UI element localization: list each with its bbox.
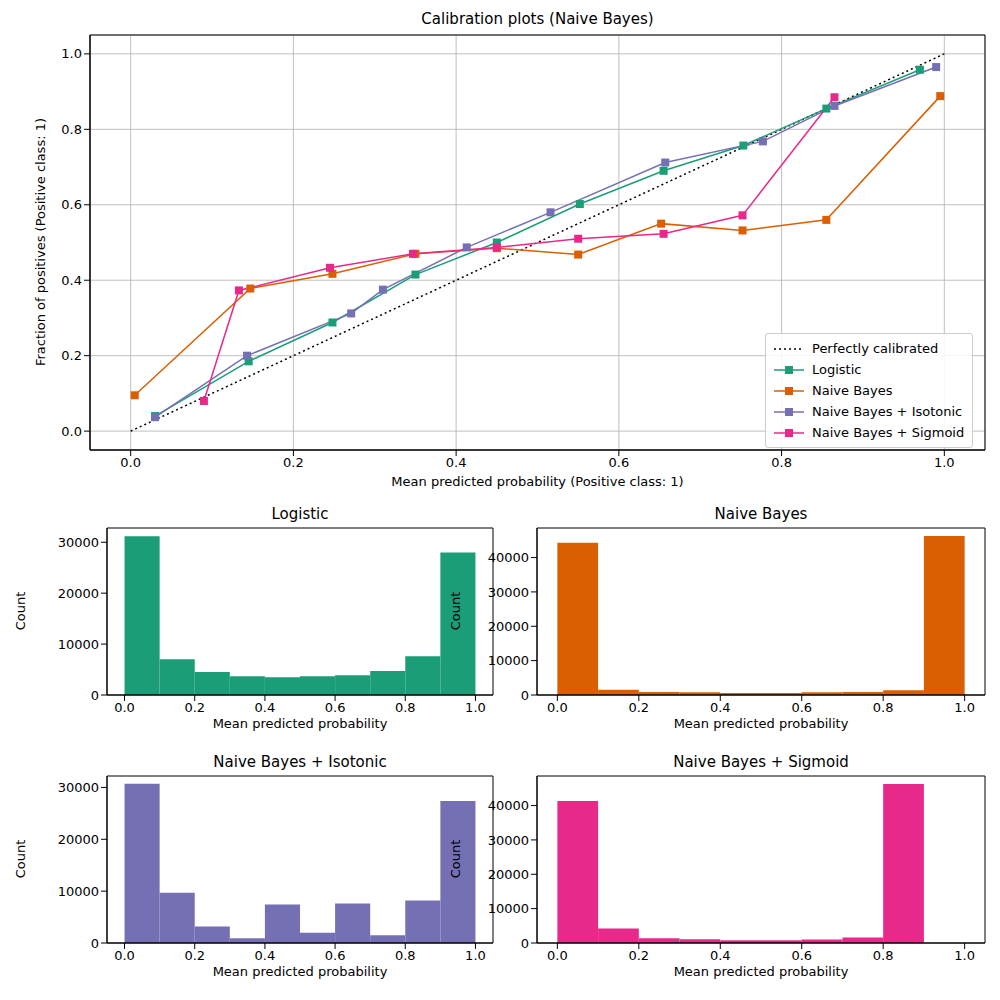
svg-text:20000: 20000 bbox=[58, 832, 99, 847]
svg-text:20000: 20000 bbox=[58, 586, 99, 601]
svg-text:0.6: 0.6 bbox=[325, 700, 346, 715]
svg-text:0: 0 bbox=[521, 936, 529, 951]
html-text:Naive Bayes + Isotonic: Naive Bayes + Isotonic bbox=[812, 404, 963, 419]
svg-text:1.0: 1.0 bbox=[465, 700, 486, 715]
svg-text:0.0: 0.0 bbox=[547, 948, 568, 963]
svg-text:30000: 30000 bbox=[488, 585, 529, 600]
svg-text:0.8: 0.8 bbox=[873, 700, 894, 715]
html-text:Count: Count bbox=[13, 839, 28, 879]
html-text:Mean predicted probability: Mean predicted probability bbox=[212, 964, 388, 979]
svg-text:10000: 10000 bbox=[58, 884, 99, 899]
html-text:Fraction of positives (Positiv: Fraction of positives (Positive class: 1… bbox=[33, 118, 48, 366]
svg-text:0.8: 0.8 bbox=[395, 948, 416, 963]
svg-text:0.6: 0.6 bbox=[325, 948, 346, 963]
svg-text:0.8: 0.8 bbox=[395, 700, 416, 715]
svg-text:30000: 30000 bbox=[58, 780, 99, 795]
html-text:Count: Count bbox=[448, 591, 463, 631]
svg-text:20000: 20000 bbox=[488, 619, 529, 634]
svg-text:1.0: 1.0 bbox=[954, 700, 975, 715]
svg-text:10000: 10000 bbox=[58, 637, 99, 652]
svg-text:1.0: 1.0 bbox=[934, 455, 955, 470]
svg-text:10000: 10000 bbox=[488, 653, 529, 668]
html-text:Mean predicted probability: Mean predicted probability bbox=[212, 716, 388, 731]
html-text:Logistic: Logistic bbox=[271, 505, 329, 523]
svg-text:0.2: 0.2 bbox=[184, 948, 205, 963]
svg-text:0.0: 0.0 bbox=[114, 700, 135, 715]
svg-text:0.2: 0.2 bbox=[184, 700, 205, 715]
svg-text:0.4: 0.4 bbox=[446, 455, 467, 470]
svg-text:0: 0 bbox=[521, 688, 529, 703]
html-text:Mean predicted probability: Mean predicted probability bbox=[673, 964, 849, 979]
svg-text:0.4: 0.4 bbox=[255, 700, 276, 715]
svg-text:0.4: 0.4 bbox=[710, 700, 731, 715]
svg-text:0.8: 0.8 bbox=[873, 948, 894, 963]
svg-text:0.6: 0.6 bbox=[791, 948, 812, 963]
svg-text:0: 0 bbox=[91, 688, 99, 703]
html-text:Naive Bayes + Sigmoid: Naive Bayes + Sigmoid bbox=[812, 425, 965, 440]
svg-text:0.2: 0.2 bbox=[628, 948, 649, 963]
svg-text:0.0: 0.0 bbox=[120, 455, 141, 470]
svg-text:1.0: 1.0 bbox=[61, 46, 82, 61]
svg-text:40000: 40000 bbox=[488, 550, 529, 565]
svg-text:30000: 30000 bbox=[58, 535, 99, 550]
svg-text:0.4: 0.4 bbox=[710, 948, 731, 963]
svg-text:20000: 20000 bbox=[488, 867, 529, 882]
svg-text:1.0: 1.0 bbox=[465, 948, 486, 963]
svg-text:40000: 40000 bbox=[488, 798, 529, 813]
html-text:Mean predicted probability (Po: Mean predicted probability (Positive cla… bbox=[391, 474, 684, 489]
svg-text:0.2: 0.2 bbox=[283, 455, 304, 470]
html-text:Count: Count bbox=[448, 839, 463, 879]
svg-text:0.6: 0.6 bbox=[791, 700, 812, 715]
html-text:Logistic: Logistic bbox=[812, 362, 862, 377]
svg-text:1.0: 1.0 bbox=[954, 948, 975, 963]
html-text:Count: Count bbox=[13, 591, 28, 631]
svg-text:0.4: 0.4 bbox=[255, 948, 276, 963]
svg-text:0: 0 bbox=[91, 936, 99, 951]
svg-text:0.0: 0.0 bbox=[114, 948, 135, 963]
html-text:Naive Bayes + Isotonic: Naive Bayes + Isotonic bbox=[213, 753, 387, 771]
svg-text:0.0: 0.0 bbox=[61, 424, 82, 439]
html-text:Perfectly calibrated: Perfectly calibrated bbox=[812, 341, 939, 356]
svg-text:0.2: 0.2 bbox=[628, 700, 649, 715]
svg-text:0.8: 0.8 bbox=[771, 455, 792, 470]
html-text:Calibration plots (Naive Bayes: Calibration plots (Naive Bayes) bbox=[421, 10, 654, 28]
html-text:Naive Bayes: Naive Bayes bbox=[812, 383, 893, 398]
svg-text:0.6: 0.6 bbox=[61, 197, 82, 212]
svg-text:0.2: 0.2 bbox=[61, 348, 82, 363]
html-text:Naive Bayes + Sigmoid: Naive Bayes + Sigmoid bbox=[673, 753, 849, 771]
svg-text:0.6: 0.6 bbox=[609, 455, 630, 470]
svg-text:0.4: 0.4 bbox=[61, 273, 82, 288]
svg-text:30000: 30000 bbox=[488, 833, 529, 848]
svg-text:0.0: 0.0 bbox=[547, 700, 568, 715]
html-text:Mean predicted probability: Mean predicted probability bbox=[673, 716, 849, 731]
svg-text:0.8: 0.8 bbox=[61, 122, 82, 137]
html-text:Naive Bayes: Naive Bayes bbox=[714, 505, 808, 523]
svg-text:10000: 10000 bbox=[488, 901, 529, 916]
